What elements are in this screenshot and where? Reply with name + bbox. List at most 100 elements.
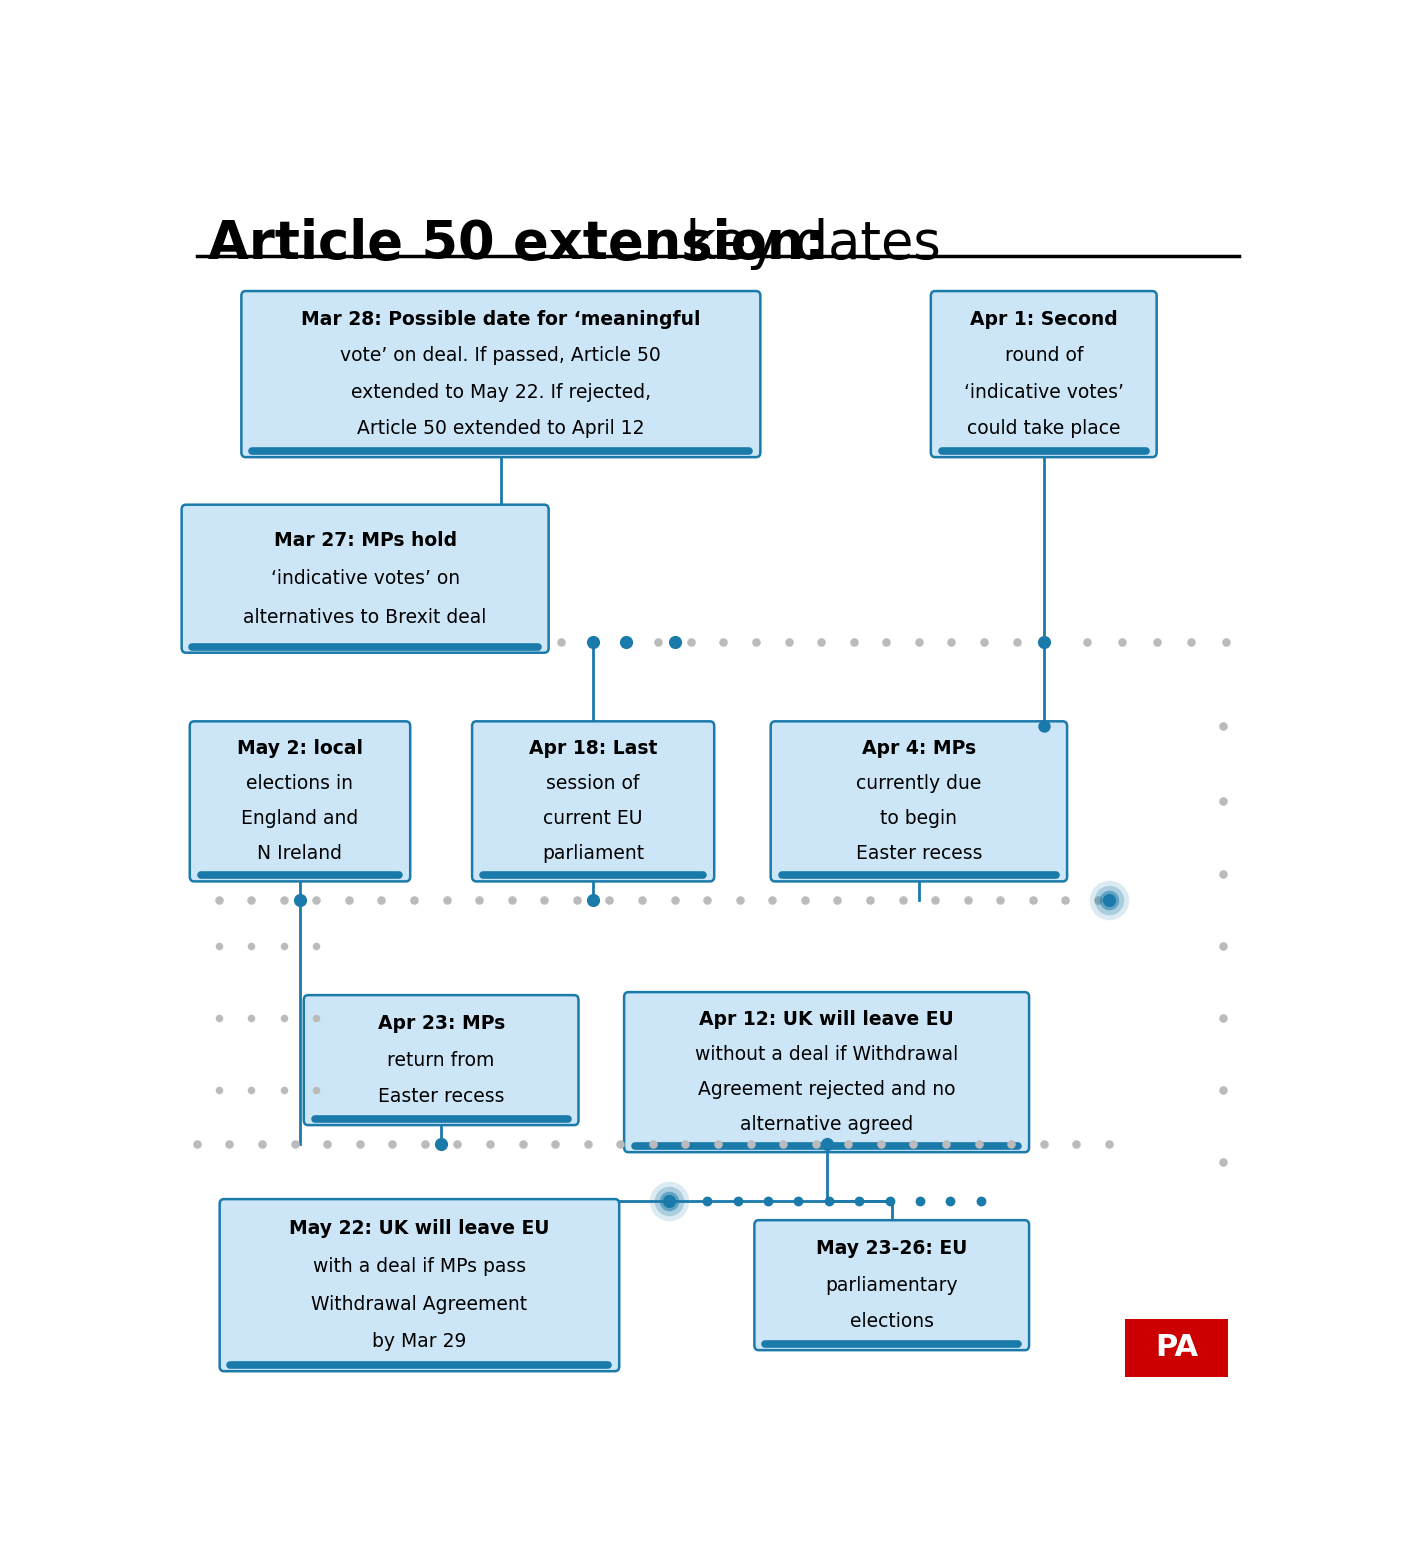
Text: England and: England and	[241, 810, 359, 828]
Point	[1098, 1132, 1121, 1157]
Text: ‘indicative votes’ on: ‘indicative votes’ on	[270, 569, 460, 588]
Point	[940, 630, 962, 655]
Point	[598, 888, 621, 913]
Point	[615, 630, 637, 655]
Point	[1033, 1132, 1055, 1157]
FancyBboxPatch shape	[241, 291, 761, 456]
Point	[1000, 1132, 1023, 1157]
Point	[240, 1078, 262, 1103]
Point	[349, 1132, 371, 1157]
Text: Apr 1: Second: Apr 1: Second	[969, 309, 1118, 330]
Text: elections in: elections in	[247, 774, 353, 794]
Point	[272, 1078, 294, 1103]
Point	[272, 933, 294, 958]
Point	[1212, 861, 1234, 886]
Point	[1055, 888, 1077, 913]
Text: Withdrawal Agreement: Withdrawal Agreement	[311, 1294, 528, 1313]
Text: Easter recess: Easter recess	[856, 844, 982, 863]
Point	[934, 1132, 957, 1157]
Point	[240, 888, 262, 913]
Point	[708, 1132, 730, 1157]
FancyBboxPatch shape	[754, 1221, 1030, 1350]
Point	[745, 630, 768, 655]
Point	[630, 888, 653, 913]
Point	[1212, 713, 1234, 738]
Text: session of: session of	[546, 774, 640, 794]
Point	[305, 888, 328, 913]
Point	[664, 888, 686, 913]
Text: alternative agreed: alternative agreed	[740, 1114, 913, 1135]
FancyBboxPatch shape	[182, 505, 549, 653]
Point	[544, 1132, 566, 1157]
Point	[658, 1188, 681, 1213]
Point	[500, 888, 523, 913]
Text: Mar 28: Possible date for ‘meaningful: Mar 28: Possible date for ‘meaningful	[301, 309, 700, 330]
Point	[1146, 630, 1168, 655]
Point	[207, 1005, 230, 1030]
Point	[787, 1188, 810, 1213]
Text: key dates: key dates	[670, 217, 941, 270]
Point	[891, 888, 913, 913]
Point	[939, 1188, 961, 1213]
Text: vote’ on deal. If passed, Article 50: vote’ on deal. If passed, Article 50	[340, 347, 661, 366]
Point	[838, 1132, 860, 1157]
Point	[794, 888, 817, 913]
Text: Apr 12: UK will leave EU: Apr 12: UK will leave EU	[699, 1010, 954, 1028]
Text: by Mar 29: by Mar 29	[373, 1332, 467, 1352]
Point	[581, 630, 604, 655]
Point	[1111, 630, 1133, 655]
Point	[1021, 888, 1044, 913]
Text: May 2: local: May 2: local	[237, 739, 363, 758]
Text: Apr 18: Last: Apr 18: Last	[530, 739, 657, 758]
Point	[957, 888, 979, 913]
Point	[772, 1132, 794, 1157]
Point	[712, 630, 734, 655]
Point	[1098, 888, 1121, 913]
Point	[878, 1188, 901, 1213]
Text: Apr 4: MPs: Apr 4: MPs	[862, 739, 976, 758]
Text: Apr 23: MPs: Apr 23: MPs	[377, 1014, 504, 1033]
FancyBboxPatch shape	[304, 996, 579, 1125]
Point	[859, 888, 881, 913]
Point	[185, 1132, 207, 1157]
Point	[283, 1132, 305, 1157]
Point	[549, 630, 572, 655]
FancyBboxPatch shape	[220, 1199, 619, 1371]
Point	[726, 1188, 748, 1213]
Point	[804, 1132, 827, 1157]
Point	[534, 888, 556, 913]
Point	[479, 1132, 502, 1157]
Text: N Ireland: N Ireland	[258, 844, 342, 863]
Point	[761, 888, 783, 913]
Point	[969, 1188, 992, 1213]
Point	[1006, 630, 1028, 655]
Point	[848, 1188, 870, 1213]
Point	[989, 888, 1012, 913]
Point	[925, 888, 947, 913]
Point	[1033, 630, 1055, 655]
Point	[446, 1132, 468, 1157]
Point	[658, 1188, 681, 1213]
Text: ‘indicative votes’: ‘indicative votes’	[964, 383, 1124, 402]
Point	[696, 1188, 719, 1213]
Text: return from: return from	[388, 1050, 495, 1069]
Text: round of: round of	[1005, 347, 1083, 366]
Point	[240, 933, 262, 958]
Text: parliament: parliament	[542, 844, 644, 863]
Point	[338, 888, 360, 913]
Point	[207, 888, 230, 913]
Point	[566, 888, 588, 913]
Point	[581, 888, 604, 913]
Point	[436, 888, 458, 913]
Text: elections: elections	[850, 1311, 933, 1332]
Point	[1212, 1005, 1234, 1030]
Point	[1180, 630, 1202, 655]
Point	[1065, 1132, 1087, 1157]
Text: Article 50 extension:: Article 50 extension:	[207, 217, 825, 270]
Point	[729, 888, 751, 913]
Point	[1033, 713, 1055, 738]
Point	[430, 1132, 453, 1157]
Text: Article 50 extended to April 12: Article 50 extended to April 12	[357, 419, 644, 438]
Text: extended to May 22. If rejected,: extended to May 22. If rejected,	[350, 383, 651, 402]
Point	[1212, 1078, 1234, 1103]
